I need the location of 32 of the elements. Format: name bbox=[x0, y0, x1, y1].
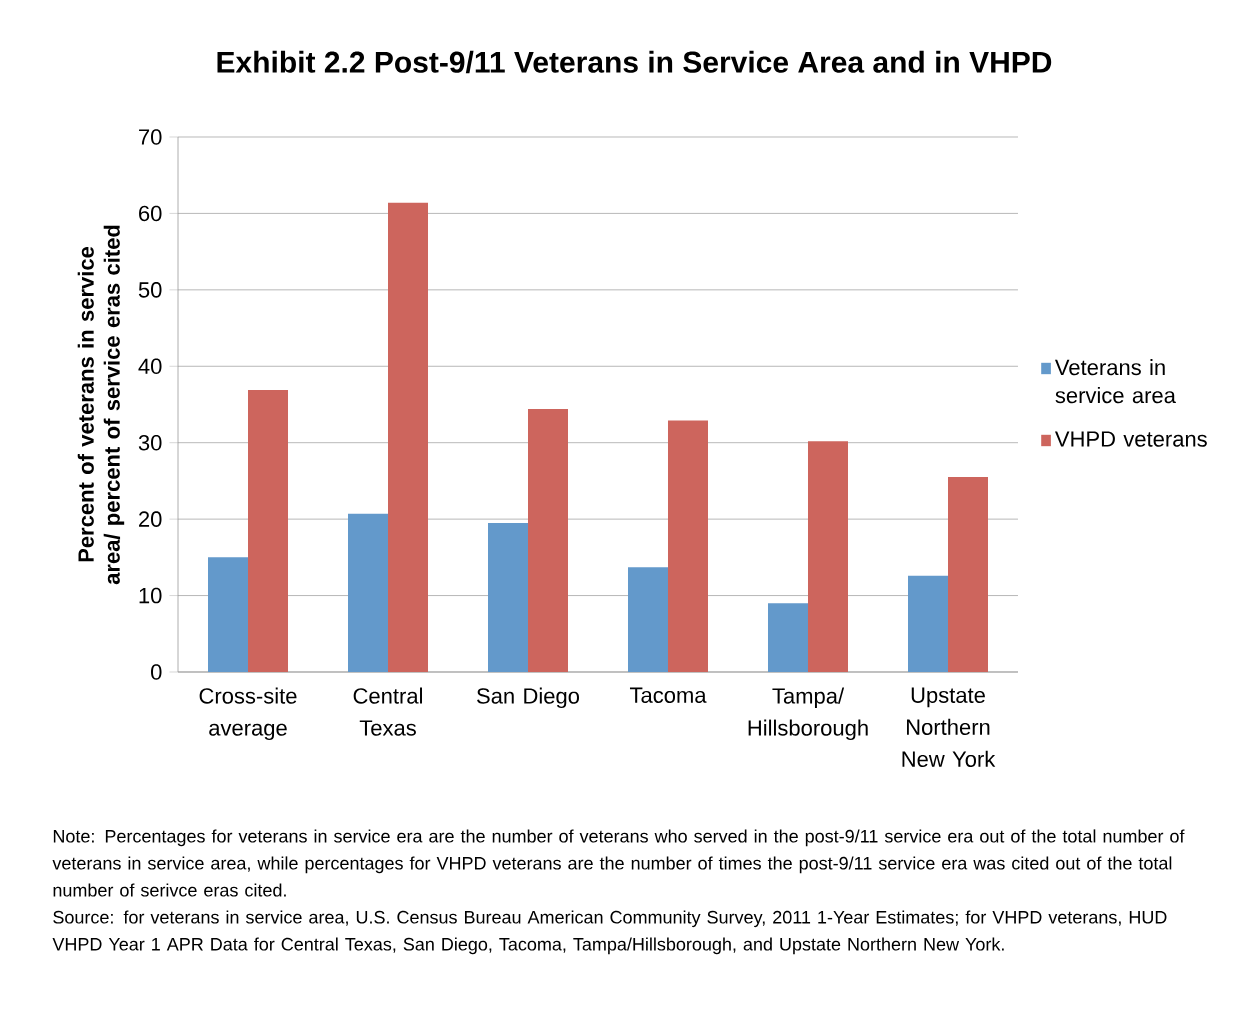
text: Note: Percentages for veterans in service era are the number of veterans who served in the post-9/11 service era out of the total number of veterans in service area, while percentages for VHPD veterans are the number of times the post-9/11 service era was cited out of the total number of serivce eras cited. bbox=[52, 829, 1185, 897]
bar bbox=[248, 389, 289, 672]
bar bbox=[388, 202, 428, 672]
bar bbox=[348, 513, 388, 672]
x-tick-label: Central Texas bbox=[353, 687, 422, 736]
bar bbox=[948, 477, 988, 672]
bar bbox=[808, 441, 848, 672]
x-tick-label: Tacoma bbox=[629, 687, 707, 703]
bar bbox=[208, 557, 249, 672]
source-note: Source: for veterans in service area, U.S. Census Bureau American Community Survey, 2011 1-Year Estimates; for VHPD veterans, HUD VHPD Year 1 APR Data for Central Texas, San Diego, Tacoma, Tampa/Hillsborough, and Upstate Northern New York. bbox=[52, 910, 1167, 955]
bar bbox=[628, 567, 668, 672]
y-tick-label: 60 bbox=[139, 205, 162, 222]
x-tick-label: Upstate Northern New York bbox=[902, 687, 996, 767]
bar bbox=[908, 575, 948, 672]
bar bbox=[528, 409, 568, 672]
bar bbox=[768, 603, 808, 672]
legend-label: VHPD veterans bbox=[1054, 431, 1207, 447]
y-tick-label: 30 bbox=[138, 434, 162, 451]
y-axis-title: Percent of veterans in service area/ percent of service eras cited bbox=[77, 225, 125, 585]
y-tick-label: 0 bbox=[151, 664, 162, 680]
x-tick-label: Cross-site average bbox=[199, 687, 297, 741]
y-tick-label: 70 bbox=[139, 129, 162, 145]
y-tick-label: 50 bbox=[138, 282, 162, 298]
bar bbox=[668, 420, 708, 672]
chart-title: Exhibit 2.2 Post-9/11 Veterans in Service Area and in VHPD bbox=[217, 50, 1052, 74]
legend-label: Veterans in service area bbox=[1054, 359, 1176, 404]
x-tick-label: Tampa/ Hillsborough bbox=[748, 687, 868, 741]
y-tick-label: 20 bbox=[139, 511, 162, 527]
x-tick-label: San Diego bbox=[477, 687, 580, 709]
bar bbox=[488, 522, 528, 672]
y-tick-label: 10 bbox=[139, 587, 162, 604]
y-tick-label: 40 bbox=[138, 358, 162, 375]
